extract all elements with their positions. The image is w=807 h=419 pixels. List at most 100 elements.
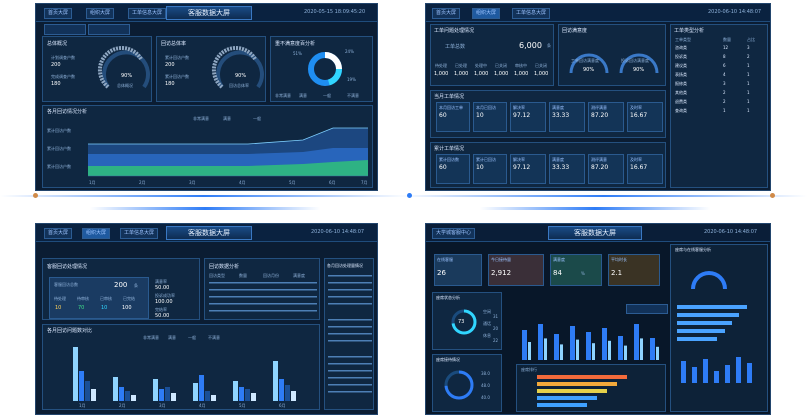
tab-home[interactable]: 首页大屏 bbox=[432, 8, 461, 19]
metric-label: 累计回访数 bbox=[439, 157, 459, 162]
divider-dash bbox=[480, 207, 710, 210]
metric-value: 60 bbox=[439, 112, 447, 119]
section-title: 当月工单情况 bbox=[434, 94, 465, 100]
dashboard-preview-1: 首页大屏 组织大屏 工单信息大屏 客服数据大屏 2020-05-15 18:09… bbox=[35, 3, 378, 191]
summary-box: 客服回访总数 200 条 待处理 待审核 已审核 已完结 10 70 10 10… bbox=[49, 277, 149, 319]
revisit-handling-card: 客服回访处理情况 客服回访总数 200 条 待处理 待审核 已审核 已完结 10… bbox=[42, 258, 200, 320]
tab-workorder[interactable]: 工单信息大屏 bbox=[512, 8, 551, 19]
seat-status-card: 座席状态分析 73 空闲 通话 休息 31 20 22 bbox=[432, 292, 502, 350]
y-label: 累计回访户数 bbox=[47, 128, 71, 133]
section-title: 累计工单情况 bbox=[434, 146, 465, 152]
tab-workorder[interactable]: 工单信息大屏 bbox=[128, 8, 167, 19]
metric-card: 及时率 16.67 bbox=[627, 102, 663, 132]
section-title: 回访数据分析 bbox=[209, 264, 240, 270]
table-cell: 投诉类 bbox=[675, 54, 687, 59]
ring-sub: 空闲 bbox=[483, 309, 491, 314]
section-title: 座席状态分析 bbox=[436, 295, 460, 300]
ring-value: 73 bbox=[458, 319, 465, 325]
horizontal-bars bbox=[677, 305, 747, 341]
semi-gauge bbox=[691, 271, 727, 290]
section-title: 座席与在线客服分析 bbox=[675, 247, 711, 252]
bar bbox=[73, 347, 78, 401]
col-value: 1,000 bbox=[494, 71, 509, 77]
metric-value: 16.67 bbox=[630, 164, 648, 171]
tab-home[interactable]: 首页大屏 bbox=[44, 8, 73, 19]
section-title: 座席排行 bbox=[521, 367, 537, 372]
bar bbox=[725, 365, 730, 383]
bar bbox=[165, 387, 170, 401]
metric-card: 本月回访工单 60 bbox=[436, 102, 470, 132]
bar bbox=[554, 334, 559, 360]
top-bar: 首页大屏 组织大屏 工单信息大屏 客服数据大屏 2020-05-15 18:09… bbox=[36, 4, 377, 22]
gauge-value: 90% bbox=[235, 73, 247, 79]
kpi-label: 在线客服 bbox=[437, 257, 453, 262]
metric-card: 满意度 33.33 bbox=[549, 154, 585, 184]
x-tick: 3月 bbox=[189, 180, 196, 185]
metric-value: 33.33 bbox=[552, 164, 570, 171]
hbar bbox=[677, 337, 717, 341]
bar bbox=[131, 395, 136, 401]
col-value: 1,000 bbox=[514, 71, 529, 77]
ring-sub: 休息 bbox=[483, 333, 491, 338]
filter-select[interactable] bbox=[626, 304, 668, 314]
legend-item: 一般 bbox=[253, 116, 261, 121]
table-header: 数量 bbox=[239, 273, 247, 278]
ring-stat: 38.0 bbox=[481, 371, 490, 376]
tab-center[interactable]: 大学城客服中心 bbox=[432, 228, 476, 239]
donut-pct: 19% bbox=[347, 77, 356, 82]
bar-chart bbox=[73, 347, 296, 401]
timestamp: 2020-06-10 14:48:07 bbox=[708, 9, 762, 15]
metric-label: 满意度 bbox=[552, 157, 564, 162]
metric-label: 本月回访工单 bbox=[439, 105, 463, 110]
bar bbox=[153, 379, 158, 401]
bar bbox=[656, 346, 659, 360]
hbar bbox=[677, 329, 725, 333]
bar bbox=[193, 383, 198, 401]
stat-value: 180 bbox=[51, 81, 61, 87]
revisit-satisfaction-card: 回访满意度 工单回访满意度 投诉回访满意度 90% 90% bbox=[558, 24, 666, 86]
bar bbox=[285, 385, 290, 401]
top-bar: 首页大屏 组织大屏 工单信息大屏 客服数据大屏 2020-06-10 14:48… bbox=[36, 224, 377, 242]
workorder-type-table: 工单类型分析 工单类型 数量 占比 咨询类 12 3 投诉类 8 2 建议类 6 1 表扬类 4 1 报… bbox=[670, 24, 768, 188]
list-rows bbox=[328, 275, 372, 393]
kpi-unit: % bbox=[581, 271, 585, 276]
tab-home[interactable]: 首页大屏 bbox=[44, 228, 73, 239]
bar bbox=[528, 342, 531, 360]
total-unit: 条 bbox=[547, 43, 551, 48]
bar bbox=[125, 391, 130, 401]
legend-item: 非常满意 bbox=[275, 93, 291, 98]
revisit-data-table: 回访数据分析 回访类型 数量 回访月份 满意度 bbox=[204, 258, 320, 320]
tab-org[interactable]: 组织大屏 bbox=[472, 8, 501, 19]
kpi-value: 26 bbox=[437, 269, 446, 277]
col-value: 1,000 bbox=[474, 71, 489, 77]
ranking-bars bbox=[537, 375, 627, 407]
filter-select[interactable] bbox=[44, 24, 86, 35]
tab-org[interactable]: 组织大屏 bbox=[86, 8, 115, 19]
legend-item: 不满意 bbox=[208, 335, 220, 340]
ring-sub-value: 31 bbox=[493, 314, 499, 319]
tab-org[interactable]: 组织大屏 bbox=[82, 228, 111, 239]
metric-label: 累计已回访 bbox=[476, 157, 496, 162]
x-tick: 1月 bbox=[79, 403, 86, 408]
bar bbox=[592, 343, 595, 360]
page-title: 客服数据大屏 bbox=[166, 226, 252, 240]
metric-value: 87.20 bbox=[591, 112, 609, 119]
col-value: 1,000 bbox=[534, 71, 549, 77]
tab-workorder[interactable]: 工单信息大屏 bbox=[120, 228, 159, 239]
rank-bar bbox=[537, 382, 617, 386]
bar bbox=[747, 363, 752, 383]
table-cell: 咨询类 bbox=[675, 45, 687, 50]
divider-dot bbox=[407, 193, 412, 198]
x-tick: 1月 bbox=[89, 180, 96, 185]
metric-value: 16.67 bbox=[630, 112, 648, 119]
legend-item: 满意 bbox=[223, 116, 231, 121]
gauge-value: 90% bbox=[583, 67, 595, 73]
page-title: 客服数据大屏 bbox=[166, 6, 252, 20]
col-label: 已关闭 bbox=[535, 63, 547, 68]
metric-label: 解决率 bbox=[513, 105, 525, 110]
table-cell: 建议类 bbox=[675, 63, 687, 68]
legend-item: 一般 bbox=[188, 335, 196, 340]
gauge-chart bbox=[211, 45, 264, 89]
ring-stat: 40.0 bbox=[481, 395, 490, 400]
filter-select[interactable] bbox=[88, 24, 130, 35]
